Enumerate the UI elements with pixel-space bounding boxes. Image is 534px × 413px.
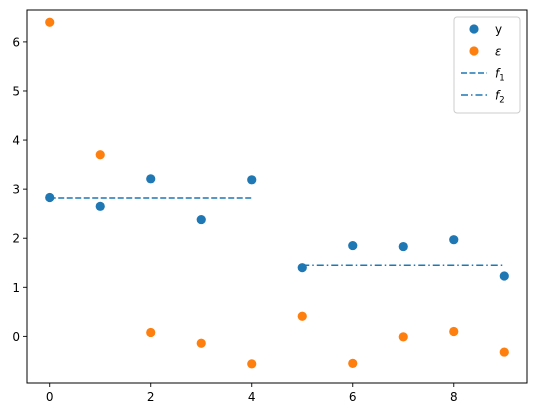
series-0-point-5 <box>297 263 307 273</box>
series-1-point-7 <box>398 332 408 342</box>
y-tick-label-2: 2 <box>12 232 20 246</box>
series-1-point-0 <box>45 17 55 27</box>
series-0-point-6 <box>348 240 358 251</box>
series-0-point-9 <box>499 271 509 281</box>
y-tick-label-4: 4 <box>12 134 20 148</box>
x-axis-ticks: 0 2 4 6 8 <box>46 383 458 404</box>
x-tick-label-0: 0 <box>46 390 54 404</box>
series-1-point-5 <box>297 311 307 321</box>
x-tick-label-3: 6 <box>349 390 357 404</box>
legend-marker-0 <box>469 24 479 34</box>
y-tick-label-1: 1 <box>12 281 20 295</box>
series-1-point-2 <box>146 327 156 338</box>
legend-label-3: f2 <box>495 89 505 106</box>
y-tick-label-5: 5 <box>12 84 20 98</box>
series-0-point-2 <box>146 174 156 184</box>
fit-lines <box>49 197 505 266</box>
series-0-point-4 <box>247 175 257 185</box>
legend: yε f1 f2 <box>453 16 521 114</box>
x-tick-label-2: 4 <box>248 390 256 404</box>
legend-marker-1 <box>469 46 479 56</box>
data-points <box>45 17 509 369</box>
x-tick-label-1: 2 <box>147 390 155 404</box>
series-1-point-4 <box>247 359 257 369</box>
series-1-point-6 <box>348 358 358 368</box>
series-0-point-3 <box>196 214 206 225</box>
axes-frame <box>26 9 528 384</box>
series-1-point-8 <box>449 326 459 337</box>
series-0-point-8 <box>449 235 459 245</box>
series-0-point-7 <box>398 241 408 252</box>
legend-box <box>453 16 521 114</box>
y-axis-ticks: 0 1 2 3 4 5 6 <box>12 35 27 344</box>
series-0-point-0 <box>45 192 55 203</box>
series-0-point-1 <box>95 201 105 211</box>
legend-label-2: f1 <box>495 67 505 84</box>
y-tick-label-3: 3 <box>12 183 20 197</box>
y-tick-label-0: 0 <box>12 330 20 344</box>
legend-label-1: ε <box>495 45 502 59</box>
series-1-point-9 <box>499 347 509 357</box>
series-1-point-3 <box>196 338 206 348</box>
y-tick-label-6: 6 <box>12 35 20 49</box>
legend-label-0: y <box>495 23 502 37</box>
x-tick-label-4: 8 <box>450 390 458 404</box>
series-1-point-1 <box>95 150 105 160</box>
plot-area <box>27 10 527 383</box>
